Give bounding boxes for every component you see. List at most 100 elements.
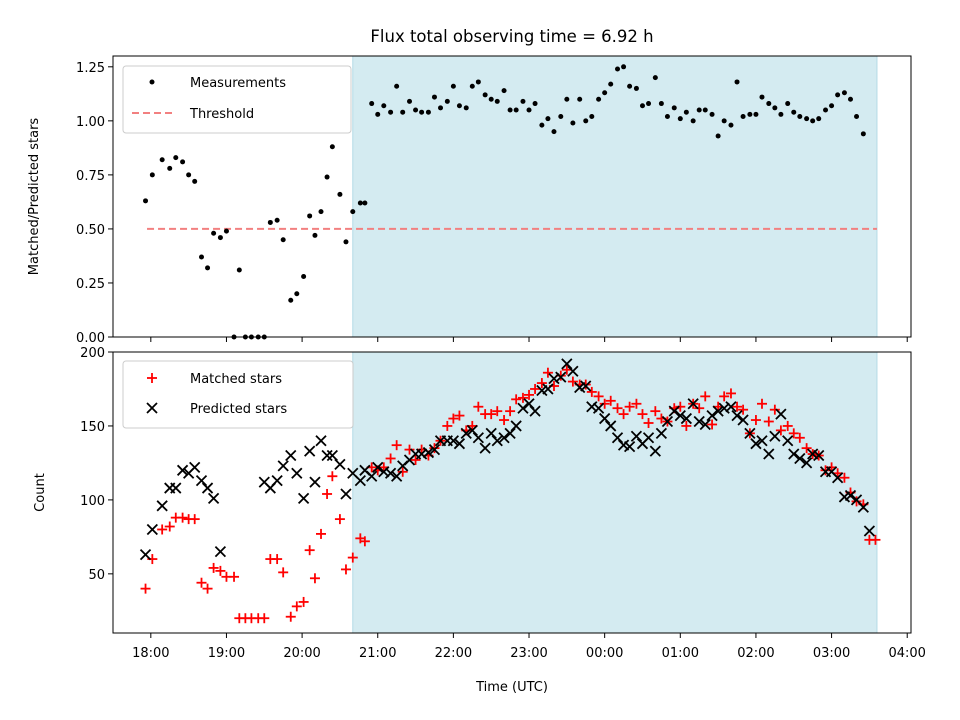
predicted-star-point — [291, 467, 303, 479]
measurement-point — [312, 232, 318, 238]
measurement-point — [823, 107, 829, 113]
measurement-point — [167, 165, 173, 171]
matched-star-point — [788, 428, 799, 439]
measurement-point — [564, 96, 570, 102]
matched-star-point — [334, 514, 345, 525]
ratio-y-axis-ticks: 0.00 0.25 0.50 0.75 1.00 1.25 — [76, 61, 113, 346]
observing-window-shade — [352, 55, 878, 338]
predicted-stars-points — [139, 358, 876, 561]
measurement-point — [205, 265, 211, 271]
predicted-star-point — [472, 432, 484, 444]
predicted-star-point — [156, 500, 168, 512]
measurement-point — [797, 114, 803, 120]
matched-star-point — [404, 444, 415, 455]
predicted-star-point — [863, 525, 876, 537]
legend-label-matched: Matched stars — [190, 372, 282, 387]
matched-star-point — [304, 545, 315, 556]
measurement-point — [488, 96, 494, 102]
legend-plus-glyph — [147, 373, 157, 383]
measurement-point — [772, 105, 778, 111]
measurement-point — [532, 101, 538, 107]
ratio-y-tick-label: 1.25 — [76, 61, 105, 76]
ratio-y-axis-label: Matched/Predicted stars — [27, 118, 42, 276]
measurement-point — [494, 98, 500, 104]
measurement-point — [520, 98, 526, 104]
predicted-star-point — [285, 449, 297, 462]
matched-star-point — [681, 420, 692, 431]
measurement-point — [394, 83, 400, 89]
matched-star-point — [618, 409, 629, 420]
measurement-point — [766, 101, 772, 107]
predicted-star-point — [750, 438, 762, 450]
time-x-tick-label: 04:00 — [888, 646, 925, 661]
measurement-point — [810, 118, 816, 124]
measurement-point — [715, 133, 721, 139]
measurement-point — [343, 239, 349, 245]
predicted-star-point — [479, 442, 491, 454]
measurement-point — [450, 83, 456, 89]
predicted-star-point — [315, 435, 327, 447]
measurement-point — [785, 101, 791, 107]
time-x-tick-label: 23:00 — [510, 646, 547, 661]
measurement-point — [633, 85, 639, 91]
measurement-point — [709, 111, 715, 117]
measurement-point — [444, 98, 450, 104]
matched-star-point — [177, 512, 188, 523]
measurement-point — [149, 172, 155, 178]
measurement-point — [526, 107, 532, 113]
predicted-star-point — [731, 409, 743, 422]
matched-star-point — [612, 403, 623, 414]
matched-star-point — [309, 573, 320, 584]
predicted-star-point — [214, 546, 227, 558]
measurement-point — [211, 230, 217, 236]
matched-star-point — [442, 420, 453, 431]
measurement-point — [683, 109, 689, 115]
matched-star-point — [285, 611, 296, 622]
predicted-star-point — [561, 358, 573, 370]
measurement-point — [324, 174, 330, 180]
legend-label-measurements: Measurements — [190, 76, 286, 91]
matched-star-point — [385, 453, 396, 464]
measurement-point — [602, 90, 608, 96]
measurement-point — [318, 209, 324, 215]
predicted-star-point — [207, 492, 220, 505]
legend-label-threshold: Threshold — [189, 107, 254, 122]
predicted-star-point — [340, 488, 352, 500]
legend-marker-measurements — [149, 79, 155, 85]
measurement-point — [375, 111, 381, 117]
measurement-point — [513, 107, 519, 113]
matched-star-point — [524, 389, 535, 400]
predicted-star-point — [706, 409, 718, 422]
ratio-x-axis-ticks — [150, 337, 908, 342]
matched-star-point — [359, 536, 370, 547]
matched-star-point — [140, 583, 151, 594]
measurement-point — [413, 107, 419, 113]
predicted-star-point — [699, 418, 711, 431]
predicted-star-point — [756, 435, 768, 447]
predicted-star-point — [844, 489, 857, 502]
count-y-axis-ticks: 50 100 150 200 — [80, 346, 113, 583]
predicted-star-point — [304, 445, 316, 457]
measurement-point — [664, 114, 670, 120]
time-x-tick-label: 22:00 — [435, 646, 472, 661]
measurement-point — [740, 114, 746, 120]
measurement-point — [841, 90, 847, 96]
matched-star-point — [397, 466, 408, 477]
matched-star-point — [272, 554, 283, 565]
matched-star-point — [738, 404, 749, 415]
count-y-axis-label: Count — [33, 473, 48, 512]
matched-star-point — [542, 367, 553, 378]
predicted-star-point — [649, 445, 661, 457]
predicted-star-point — [460, 427, 472, 439]
measurement-point — [280, 237, 286, 243]
predicted-star-point — [586, 401, 598, 413]
matched-star-point — [448, 413, 459, 424]
measurement-point — [507, 107, 513, 113]
predicted-star-point — [693, 415, 705, 428]
matched-star-point — [732, 401, 743, 412]
measurement-point — [438, 105, 444, 111]
predicted-star-point — [611, 432, 624, 444]
predicted-star-point — [725, 401, 737, 413]
predicted-star-point — [523, 398, 535, 410]
measurement-point — [425, 109, 431, 115]
